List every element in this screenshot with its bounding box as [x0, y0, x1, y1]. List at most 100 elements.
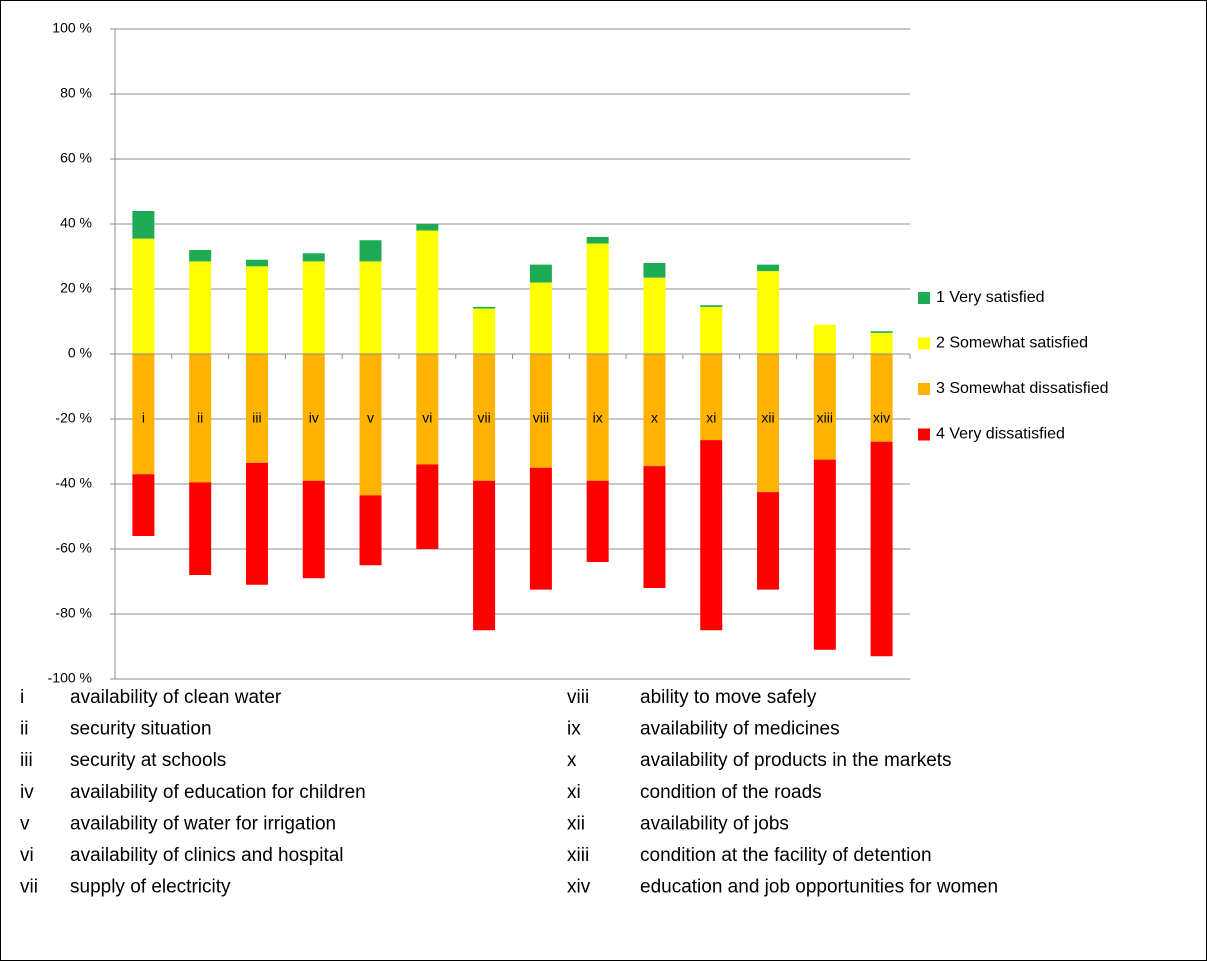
bar-segment — [473, 306, 496, 309]
x-tick-label: i — [142, 410, 145, 426]
y-tick-label: 60 % — [60, 150, 92, 166]
bar-segment — [757, 492, 780, 590]
note-code: i — [20, 687, 24, 708]
legend-label: 2 Somewhat satisfied — [936, 335, 1088, 352]
y-tick-label: -40 % — [55, 475, 92, 491]
legend-label: 4 Very dissatisfied — [936, 426, 1065, 443]
note-text: availability of water for irrigation — [70, 813, 336, 834]
note-code: xiv — [567, 877, 591, 898]
note-text: supply of electricity — [70, 877, 231, 898]
bar-segment — [245, 462, 268, 585]
bar-segment — [586, 243, 609, 354]
bar-segment — [189, 261, 212, 354]
note-text: availability of clinics and hospital — [70, 845, 344, 866]
y-tick-label: 20 % — [60, 280, 92, 296]
bar-segment — [245, 259, 268, 267]
bar-segment — [870, 331, 893, 333]
note-text: availability of medicines — [640, 719, 840, 740]
bar-segment — [870, 441, 893, 657]
x-tick-label: vi — [422, 410, 432, 426]
bar-segment — [359, 495, 382, 566]
bar-segment — [302, 261, 325, 354]
note-text: availability of education for children — [70, 782, 366, 803]
bar-segment — [302, 253, 325, 262]
note-text: ability to move safely — [640, 687, 817, 708]
note-code: xi — [567, 782, 581, 803]
bar-segment — [189, 250, 212, 262]
bar-segment — [529, 467, 552, 590]
bar-segment — [473, 308, 496, 354]
bar-segment — [132, 211, 155, 239]
bar-segment — [359, 261, 382, 354]
x-tick-label: v — [367, 410, 374, 426]
y-tick-label: -80 % — [55, 605, 92, 621]
bar-segment — [643, 354, 666, 467]
bar-segment — [189, 354, 212, 483]
note-code: v — [20, 813, 30, 834]
x-tick-label: ix — [593, 410, 603, 426]
note-text: availability of clean water — [70, 687, 282, 708]
bar-segment — [700, 305, 723, 307]
bar-segment — [643, 277, 666, 354]
note-text: security situation — [70, 719, 212, 740]
bar-segment — [643, 466, 666, 588]
bar-segment — [416, 354, 439, 465]
x-tick-label: xii — [761, 410, 774, 426]
y-tick-label: -100 % — [48, 670, 92, 686]
x-tick-label: iv — [309, 410, 319, 426]
x-tick-label: xiii — [817, 410, 833, 426]
note-text: availability of jobs — [640, 813, 789, 834]
note-code: x — [567, 750, 577, 771]
note-code: xii — [567, 813, 585, 834]
bar-segment — [245, 266, 268, 354]
legend-label: 3 Somewhat dissatisfied — [936, 380, 1109, 397]
y-tick-label: 80 % — [60, 85, 92, 101]
bar-segment — [586, 354, 609, 481]
bar-segment — [132, 474, 155, 536]
bar-segment — [473, 354, 496, 481]
bar-segment — [700, 440, 723, 631]
bar-segment — [586, 480, 609, 562]
note-text: education and job opportunities for wome… — [640, 877, 998, 898]
bar-segment — [302, 354, 325, 481]
x-tick-label: iii — [252, 410, 261, 426]
note-code: viii — [567, 687, 589, 708]
note-text: condition at the facility of detention — [640, 845, 932, 866]
note-code: vi — [20, 845, 34, 866]
bar-segment — [359, 354, 382, 496]
y-tick-label: 40 % — [60, 215, 92, 231]
bar-segment — [416, 224, 439, 231]
x-tick-label: vii — [477, 410, 490, 426]
note-code: vii — [20, 877, 38, 898]
bar-segment — [416, 230, 439, 354]
note-code: ix — [567, 719, 581, 740]
bar-segment — [245, 354, 268, 463]
bar-segment — [302, 480, 325, 579]
bar-segment — [529, 282, 552, 354]
bar-segment — [813, 354, 836, 460]
bar-segment — [757, 271, 780, 354]
bar-segment — [189, 482, 212, 575]
y-tick-label: -60 % — [55, 540, 92, 556]
bar-segment — [813, 459, 836, 650]
x-tick-label: ii — [197, 410, 203, 426]
note-text: security at schools — [70, 750, 226, 771]
x-tick-label: viii — [533, 410, 549, 426]
bar-segment — [757, 354, 780, 493]
note-code: iii — [20, 750, 33, 771]
bar-segment — [700, 354, 723, 441]
x-tick-label: x — [651, 410, 658, 426]
bar-segment — [643, 263, 666, 278]
note-code: ii — [20, 719, 28, 740]
note-code: xiii — [567, 845, 589, 866]
bar-segment — [132, 354, 155, 475]
legend-swatch — [918, 383, 930, 395]
bar-segment — [586, 237, 609, 244]
bar-segment — [473, 480, 496, 631]
bar-segment — [870, 354, 893, 442]
bar-segment — [132, 238, 155, 354]
bar-segment — [416, 464, 439, 549]
y-tick-label: -20 % — [55, 410, 92, 426]
bar-segment — [700, 306, 723, 354]
